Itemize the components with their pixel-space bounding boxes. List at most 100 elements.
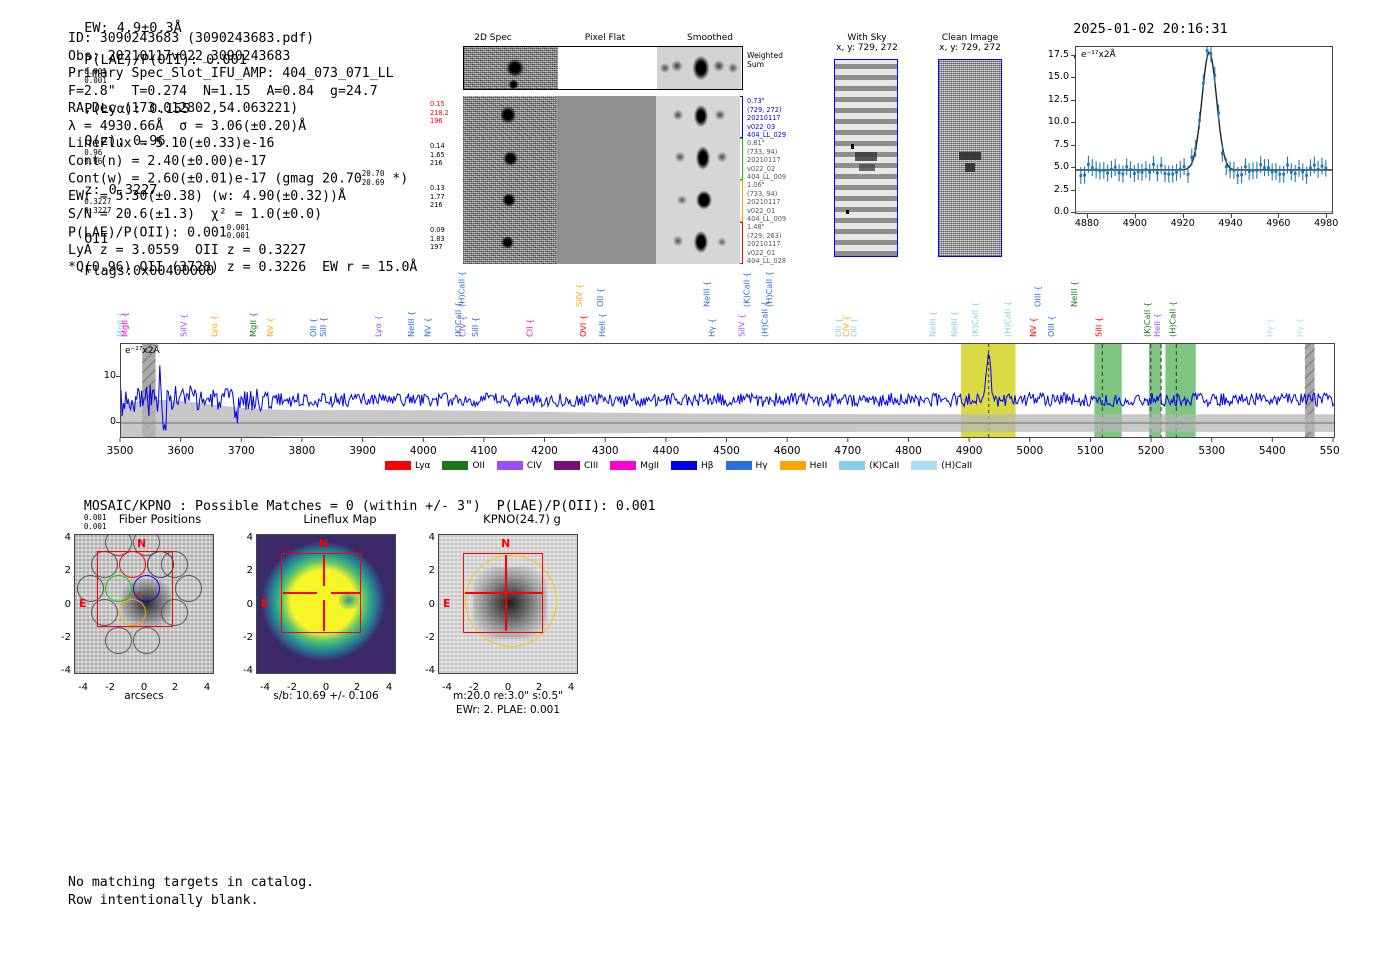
info-obs: Obs: 20210117v022_3090243683 [68,48,291,64]
svg-text:2: 2 [354,682,360,693]
spectrum-axes: e⁻¹⁷x2Å [120,343,1335,438]
svg-text:4400: 4400 [653,445,680,457]
compass-north: N [319,537,329,550]
svg-text:NeIII {: NeIII { [1069,281,1079,307]
line-profile-ytickmark [1071,54,1075,56]
lineflux-map-image: N E [256,534,396,674]
svg-text:-2: -2 [105,682,115,693]
svg-text:SiII {: SiII { [1093,317,1103,337]
line-profile-ytickmark [1071,189,1075,191]
legend-swatch [610,460,637,470]
svg-text:0: 0 [429,599,435,610]
header-z-bounds: 0.3227 0.3227 [84,197,112,215]
footer-note: No matching targets in catalog. Row inte… [68,874,314,910]
spectrum-ytick: 10 [103,369,116,381]
legend-item: Hβ [671,460,714,471]
info-id: ID: 3090243683 (3090243683.pdf) [68,31,315,46]
header-flags: Flags:0x00400000 [84,263,215,279]
svg-text:CIV {: CIV { [458,315,468,337]
svg-text:4: 4 [247,532,253,543]
legend-item: MgII [610,460,659,471]
header-z: z: 0.3227 [84,182,158,198]
svg-text:-4: -4 [425,665,435,676]
info-lineflux: LineFlux = 5.10(±0.33)e-16 [68,136,275,152]
line-profile-xtickmark [1134,214,1136,218]
svg-text:OIII {: OIII { [1046,315,1056,337]
svg-text:NV {: NV { [1028,317,1038,337]
svg-text:SiIV {: SiIV { [574,284,584,307]
svg-text:5200: 5200 [1138,445,1165,457]
fiber-positions-panel: Fiber Positions + N E -4 -2 0 2 4 4 2 0 -2 -4 ar… [60,512,260,712]
spectrum-ytickmark [116,422,120,424]
legend-item: CIV [496,460,542,471]
line-profile-ytickmark [1071,144,1075,146]
svg-text:(H)CaII {: (H)CaII { [1002,301,1012,337]
legend-label: CIV [526,460,542,471]
info-cont-w: Cont(w) = 2.60(±0.01)e-17 (gmag 20.70 20.… [68,169,409,187]
line-profile-ytickmark [1071,167,1075,169]
svg-text:3500: 3500 [107,445,134,457]
spectrum-units: e⁻¹⁷x2Å [125,346,160,356]
svg-text:Hγ {: Hγ { [1264,318,1274,337]
legend-swatch [911,460,938,470]
svg-text:2: 2 [247,565,253,576]
line-profile-ytick: 2.5 [1053,183,1069,195]
svg-text:CII {: CII { [524,319,534,337]
svg-text:4: 4 [204,682,210,693]
svg-text:NV {: NV { [265,317,275,337]
header-summary-line: EW: 4.9±0.3Å P(LAE)/P(OII): 0.001 0.001 0… [68,4,247,279]
fiber-left-labels: 0.13 1.77 216 [430,184,445,210]
lineflux-map-title: Lineflux Map [303,512,377,526]
legend-label: (H)CaII [941,460,973,471]
twod-title-2dspec: 2D Spec [474,33,512,43]
weighted-sum-row [463,46,743,90]
svg-text:NeIII {: NeIII { [406,311,416,337]
spectrum-x-ticks: 3500 3600 3700 3800 3900 4000 4100 4200 4300 4400… [107,438,1340,457]
svg-text:(H)CaII {: (H)CaII { [760,301,770,337]
fiber-row: 0.09 1.83 197 1.48" (729, 263) 20210117 … [430,222,786,265]
svg-text:5100: 5100 [1077,445,1104,457]
weighted-sum-label: Weighted Sum [747,51,783,70]
svg-text:NeIII {: NeIII { [949,311,959,337]
clean-image-title: Clean Image [941,33,999,43]
svg-text:MgII {: MgII { [248,312,258,337]
info-plae: P(LAE)/P(OII): 0.001 0.001 0.001 [68,222,250,241]
legend-label: CIII [583,460,599,471]
svg-text:5500: 5500 [1320,445,1340,457]
clean-image-bitmap [938,59,1002,257]
svg-text:OII {: OII { [308,318,318,337]
legend-item: CIII [553,460,599,471]
full-spectrum-panel: MgII {MgII {SiIV {Lyα {MgII {NV {OII {Si… [60,265,1340,470]
compass-east: E [79,597,87,610]
weighted-sum-smoothed-image [657,47,741,89]
compass-east: E [443,597,451,610]
svg-text:(K)CaII {: (K)CaII { [742,272,752,307]
legend-label: OII [472,460,485,471]
info-q-solution: *Q(0.96) OII (3728) z = 0.3226 EW r = 15… [68,260,418,276]
lineflux-map-axes-svg: -4 -2 0 2 4 [260,682,392,693]
legend-item: (K)CaII [839,460,899,471]
svg-text:SiIV {: SiIV { [737,314,747,337]
fiber-positions-yaxis-svg: 4 2 0 -2 -4 [61,532,71,676]
line-profile-plot: e⁻¹⁷x2Å 4880 4900 4920 4940 4960 4980 0.0 2.5 5.… [1035,40,1340,235]
svg-text:Hγ {: Hγ { [1295,318,1305,337]
header-z-species: OII [84,231,109,247]
svg-text:-2: -2 [469,682,479,693]
line-profile-ytick: 15.0 [1047,71,1069,83]
kpno-xlabel: m:20.0 re:3.0" s:0.5" [453,690,563,702]
line-profile-ytick: 10.0 [1047,116,1069,128]
weighted-sum-2dspec-image [464,47,558,89]
fiber-right-labels: 0.73" (729, 272) 20210117 v022_03 404_LL… [747,97,787,140]
mosaic-headline-text: MOSAIC/KPNO : Possible Matches = 0 (with… [83,499,656,514]
line-profile-ytick: 7.5 [1053,138,1069,150]
info-plae-bounds: 0.001 0.001 [226,222,250,241]
svg-text:2: 2 [536,682,542,693]
line-profile-ytickmark [1071,77,1075,79]
line-profile-xtick: 4980 [1314,218,1339,229]
svg-text:CIV {: CIV { [841,315,851,337]
svg-text:0: 0 [505,682,511,693]
kpno-axes-svg: -4 -2 0 2 4 [442,682,574,693]
with-sky-coords: x, y: 729, 272 [836,43,898,53]
svg-text:(H)CaII {: (H)CaII { [457,271,467,307]
line-profile-xtick: 4960 [1266,218,1291,229]
